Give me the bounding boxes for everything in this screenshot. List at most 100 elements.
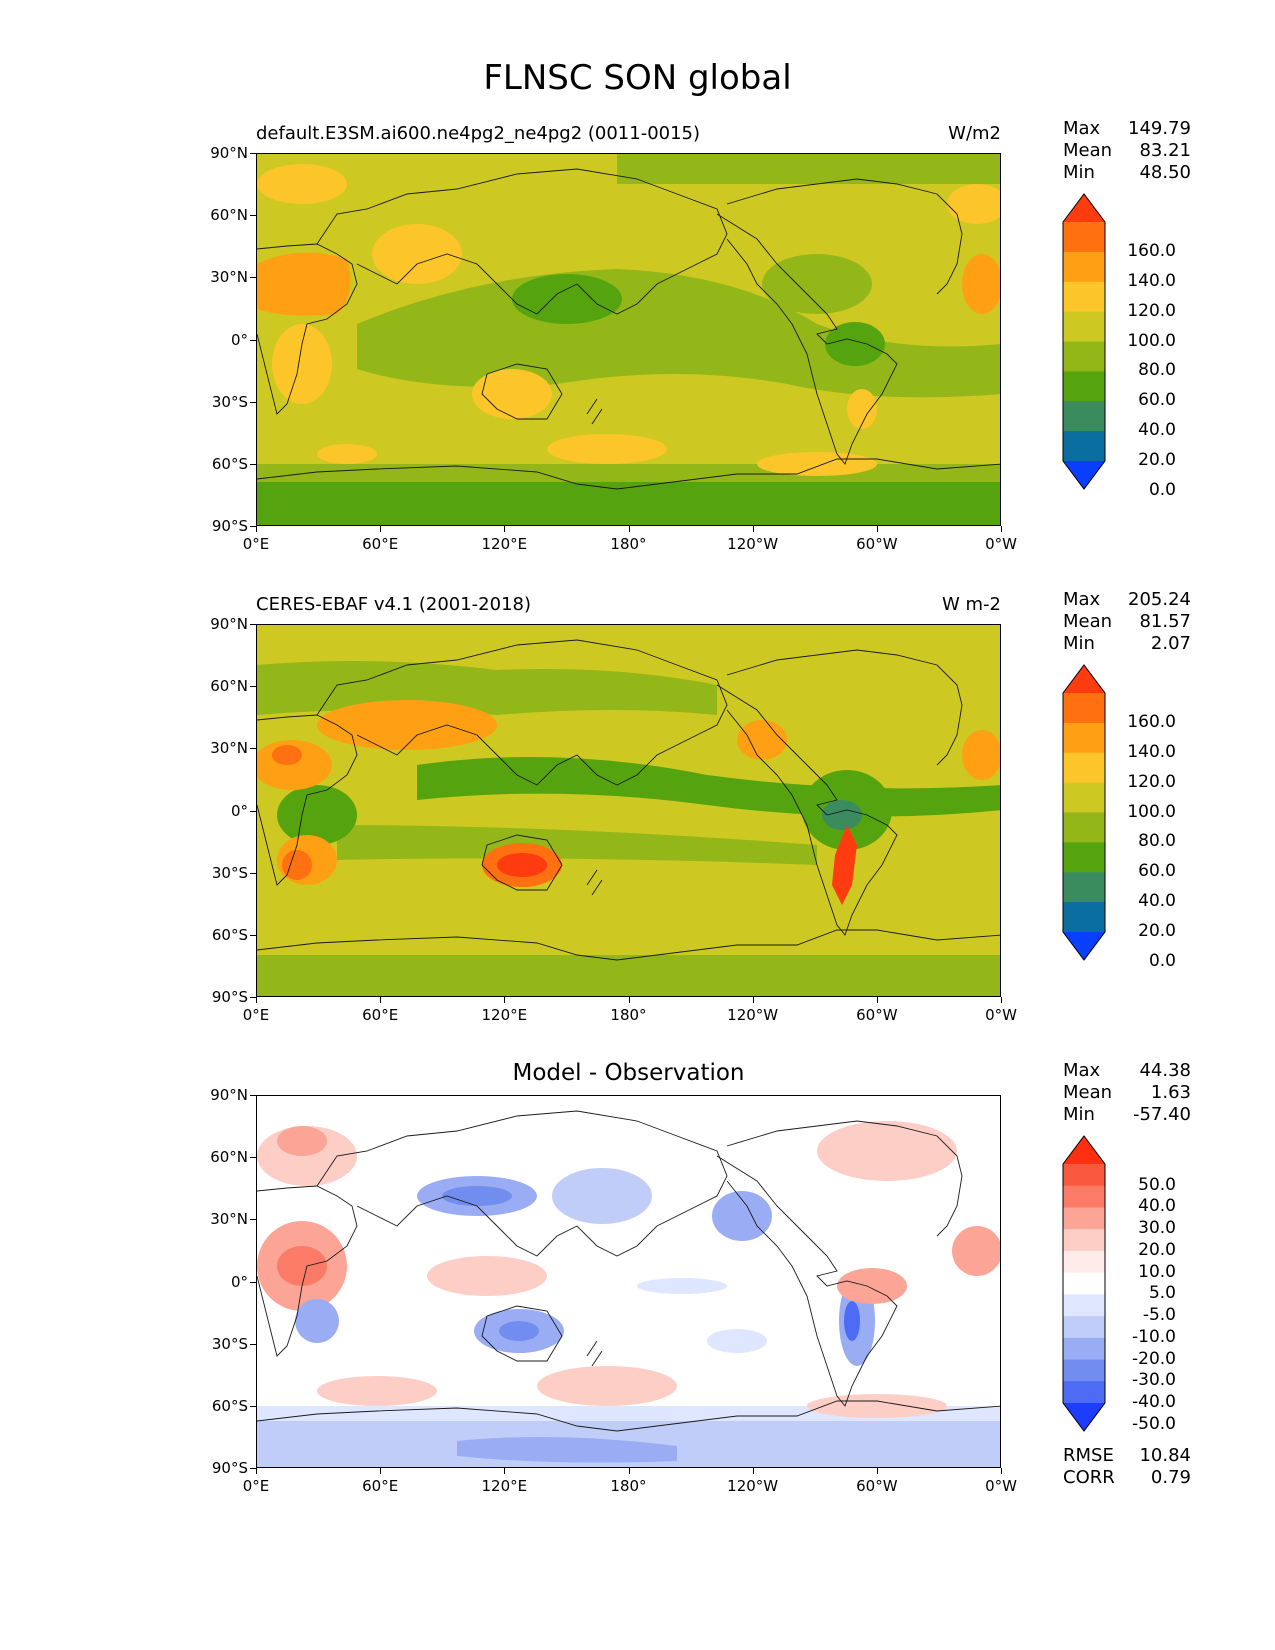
lat-tick [250,934,256,936]
lat-tick-label: 90°S [211,1459,248,1477]
lon-tick [256,526,257,532]
lat-tick [250,1468,256,1469]
colorbar-3 [1062,1135,1106,1432]
panel3-stats: Max 44.38 Mean 1.63 Min -57.40 [1063,1060,1191,1126]
colorbar-segment [1063,371,1105,402]
lon-tick [628,526,630,532]
min-value: 48.50 [1139,162,1191,183]
colorbar-tick-label: 50.0 [1138,1174,1176,1195]
rmse-value: 10.84 [1139,1445,1191,1466]
panel1-stats: Max 149.79 Mean 83.21 Min 48.50 [1063,118,1191,184]
colorbar-tick-label: 160.0 [1127,240,1176,261]
colorbar-segment [1063,281,1105,313]
lon-tick-label: 60°E [362,1006,399,1024]
lat-tick [250,1095,256,1096]
panel1-units: W/m2 [948,123,1001,144]
lon-tick [380,1468,382,1474]
colorbar-1 [1062,193,1106,490]
corr-label: CORR [1063,1467,1115,1488]
colorbar-tick-label: 40.0 [1138,1196,1176,1217]
colorbar-tick-label: 20.0 [1138,921,1176,941]
lat-tick-label: 90°N [210,615,248,633]
panel2-units: W m-2 [941,594,1001,615]
colorbar-tick-label: 30.0 [1138,1218,1176,1239]
corr-value: 0.79 [1150,1467,1191,1488]
lon-tick-label: 180° [610,1477,647,1495]
lon-tick-label: 60°W [856,1477,898,1495]
colorbar-outline [1062,193,1106,490]
lon-tick [256,1468,257,1474]
colorbar-tick-label: -50.0 [1132,1413,1176,1434]
lat-tick [250,339,256,341]
mean-value: 83.21 [1139,140,1191,161]
colorbar-segment [1063,842,1105,873]
colorbar-tick-label: 120.0 [1127,300,1176,321]
lon-tick [1001,526,1002,532]
lat-tick [250,215,256,217]
colorbar-tick-label: -40.0 [1132,1392,1176,1412]
lat-tick [250,872,256,874]
colorbar-segment [1063,752,1105,784]
panel3-skill-stats: RMSE 10.84 CORR 0.79 [1063,1445,1191,1489]
lat-tick [250,810,256,812]
lat-tick-label: 30°S [211,1334,248,1353]
lat-tick-label: 30°S [211,392,248,411]
lon-tick-label: 0°W [985,535,1017,553]
lat-tick [250,1157,256,1159]
lon-tick [504,1468,506,1474]
lon-tick-label: 120°W [727,1006,779,1024]
panel3-map-svg [257,1096,1000,1467]
colorbar-2 [1062,664,1106,961]
colorbar-tick-label: -30.0 [1132,1370,1176,1391]
lat-tick-label: 0° [230,330,248,349]
lat-tick [250,1281,256,1283]
lon-tick-label: 120°W [727,1477,779,1495]
lat-tick-label: 90°S [211,517,248,535]
panel3-title: Model - Observation [512,1060,745,1086]
lon-tick [628,997,630,1003]
lat-tick [250,526,256,527]
min-label: Min [1063,1104,1095,1125]
colorbar-tick-label: 60.0 [1138,390,1176,411]
colorbar-tick-label: 140.0 [1127,741,1176,762]
colorbar-extend-max [1063,1136,1105,1164]
colorbar-tick-label: 100.0 [1127,801,1176,822]
lon-tick-label: 60°W [856,535,898,553]
lat-tick-label: 90°N [210,1086,248,1104]
colorbar-tick-label: 120.0 [1127,771,1176,792]
colorbar-tick-label: 0.0 [1148,950,1176,971]
colorbar-segment [1063,401,1105,432]
lon-tick [504,526,506,532]
colorbar-extend-max [1063,665,1105,693]
lon-tick [628,1468,630,1474]
lon-tick-label: 60°W [856,1006,898,1024]
max-label: Max [1063,1060,1101,1081]
colorbar-segment [1063,1294,1105,1317]
colorbar-extend-min [1063,461,1105,489]
min-value: 2.07 [1150,633,1191,654]
lon-tick-label: 0°W [985,1006,1017,1024]
lon-tick [256,997,257,1003]
lat-tick [250,153,256,154]
panel1-map-svg [257,154,1000,525]
colorbar-tick-label: 20.0 [1138,1239,1176,1260]
colorbar-segment [1063,1337,1105,1361]
colorbar-outline [1062,664,1106,961]
lon-tick-label: 120°W [727,535,779,553]
lat-tick-label: 60°N [210,206,248,225]
max-label: Max [1063,589,1101,610]
max-value: 44.38 [1139,1060,1191,1081]
mean-value: 81.57 [1139,611,1191,632]
lat-tick-label: 60°N [210,677,248,696]
lat-tick-label: 30°N [210,1210,248,1229]
panel3-map [256,1095,1001,1468]
lon-tick [752,997,754,1003]
lat-tick-label: 30°N [210,268,248,287]
colorbar-segment [1063,902,1105,933]
lat-tick [250,748,256,750]
lat-tick [250,401,256,403]
colorbar-tick-label: 160.0 [1127,711,1176,732]
lon-tick [752,1468,754,1474]
colorbar-segment [1063,431,1105,462]
lon-tick [380,526,382,532]
